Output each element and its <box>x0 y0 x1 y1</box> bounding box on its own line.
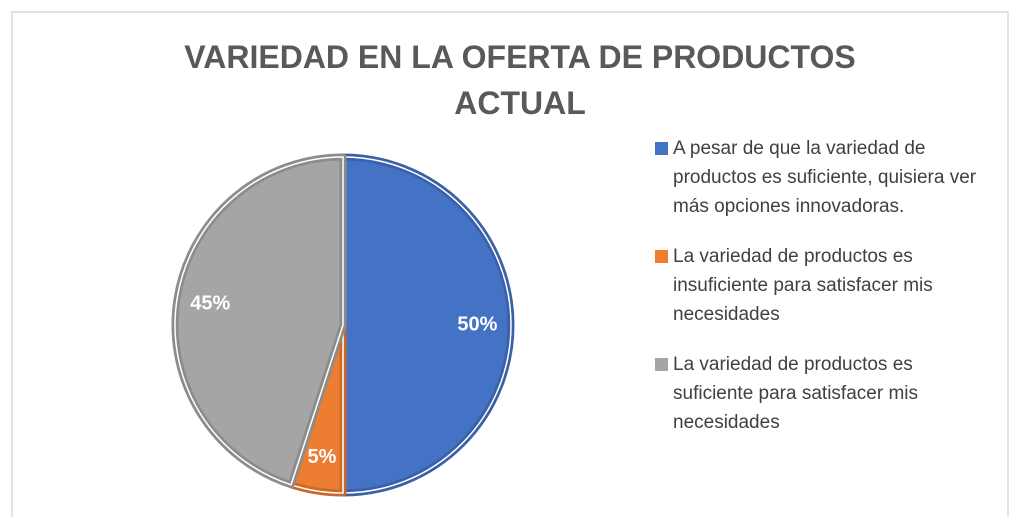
legend-label: A pesar de que la variedad de productos … <box>673 138 977 217</box>
data-label: 5% <box>308 446 337 468</box>
slice-separator <box>174 156 344 486</box>
legend-label: La variedad de productos es suficiente p… <box>673 354 918 433</box>
legend-swatch <box>655 358 668 371</box>
slice-separator <box>342 156 512 494</box>
chart-border <box>11 11 1009 517</box>
legend-swatch <box>655 250 668 263</box>
chart-title: VARIEDAD EN LA OFERTA DE PRODUCTOS <box>184 39 855 75</box>
data-label: 50% <box>457 313 497 335</box>
chart-title: ACTUAL <box>454 85 586 121</box>
legend-swatch <box>655 142 668 155</box>
legend-label: La variedad de productos es insuficiente… <box>673 246 933 325</box>
legend-entry: A pesar de que la variedad de productos … <box>655 134 985 221</box>
data-label: 45% <box>190 292 230 314</box>
legend-entry: La variedad de productos es suficiente p… <box>655 350 985 437</box>
legend-entry: La variedad de productos es insuficiente… <box>655 242 985 329</box>
